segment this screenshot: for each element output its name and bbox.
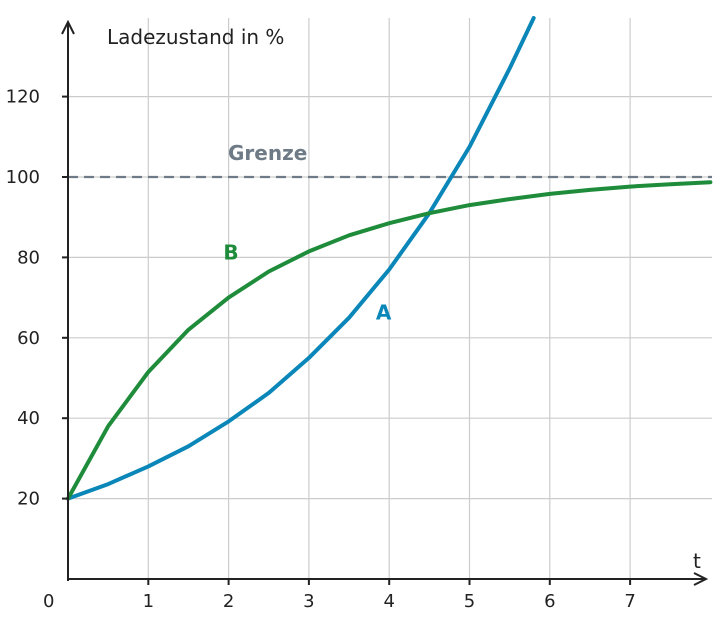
- x-tick-label-4: 4: [383, 591, 394, 612]
- y-tick-label-60: 60: [17, 328, 40, 349]
- y-tick-label-20: 20: [17, 489, 40, 510]
- x-tick-label-6: 6: [544, 591, 555, 612]
- series-label-layer: AB: [223, 240, 391, 324]
- tick-layer: 1 2 3 4 5 6 7 20 40 60 80 100 120: [6, 87, 636, 612]
- series-line-a: [66, 16, 536, 501]
- x-tick-label-5: 5: [464, 591, 475, 612]
- y-tick-label-100: 100: [6, 167, 40, 188]
- x-tick-label-2: 2: [223, 591, 234, 612]
- y-tick-label-40: 40: [17, 408, 40, 429]
- x-tick-label-7: 7: [624, 591, 635, 612]
- y-tick-label-80: 80: [17, 247, 40, 268]
- axes: [61, 19, 709, 586]
- grid: [68, 18, 712, 579]
- x-tick-label-3: 3: [303, 591, 314, 612]
- x-axis-arrow: [693, 572, 709, 586]
- series-label-b: B: [223, 240, 238, 264]
- y-axis-title: Ladezustand in %: [107, 25, 284, 49]
- grenze-label: Grenze: [228, 141, 307, 165]
- y-axis-arrow: [61, 19, 75, 35]
- x-axis-title: t: [693, 549, 701, 573]
- origin-label: 0: [43, 591, 54, 612]
- y-tick-label-120: 120: [6, 87, 40, 108]
- series-layer: [66, 16, 713, 501]
- x-tick-label-1: 1: [143, 591, 154, 612]
- series-label-a: A: [376, 301, 392, 325]
- series-line-b: [66, 180, 713, 501]
